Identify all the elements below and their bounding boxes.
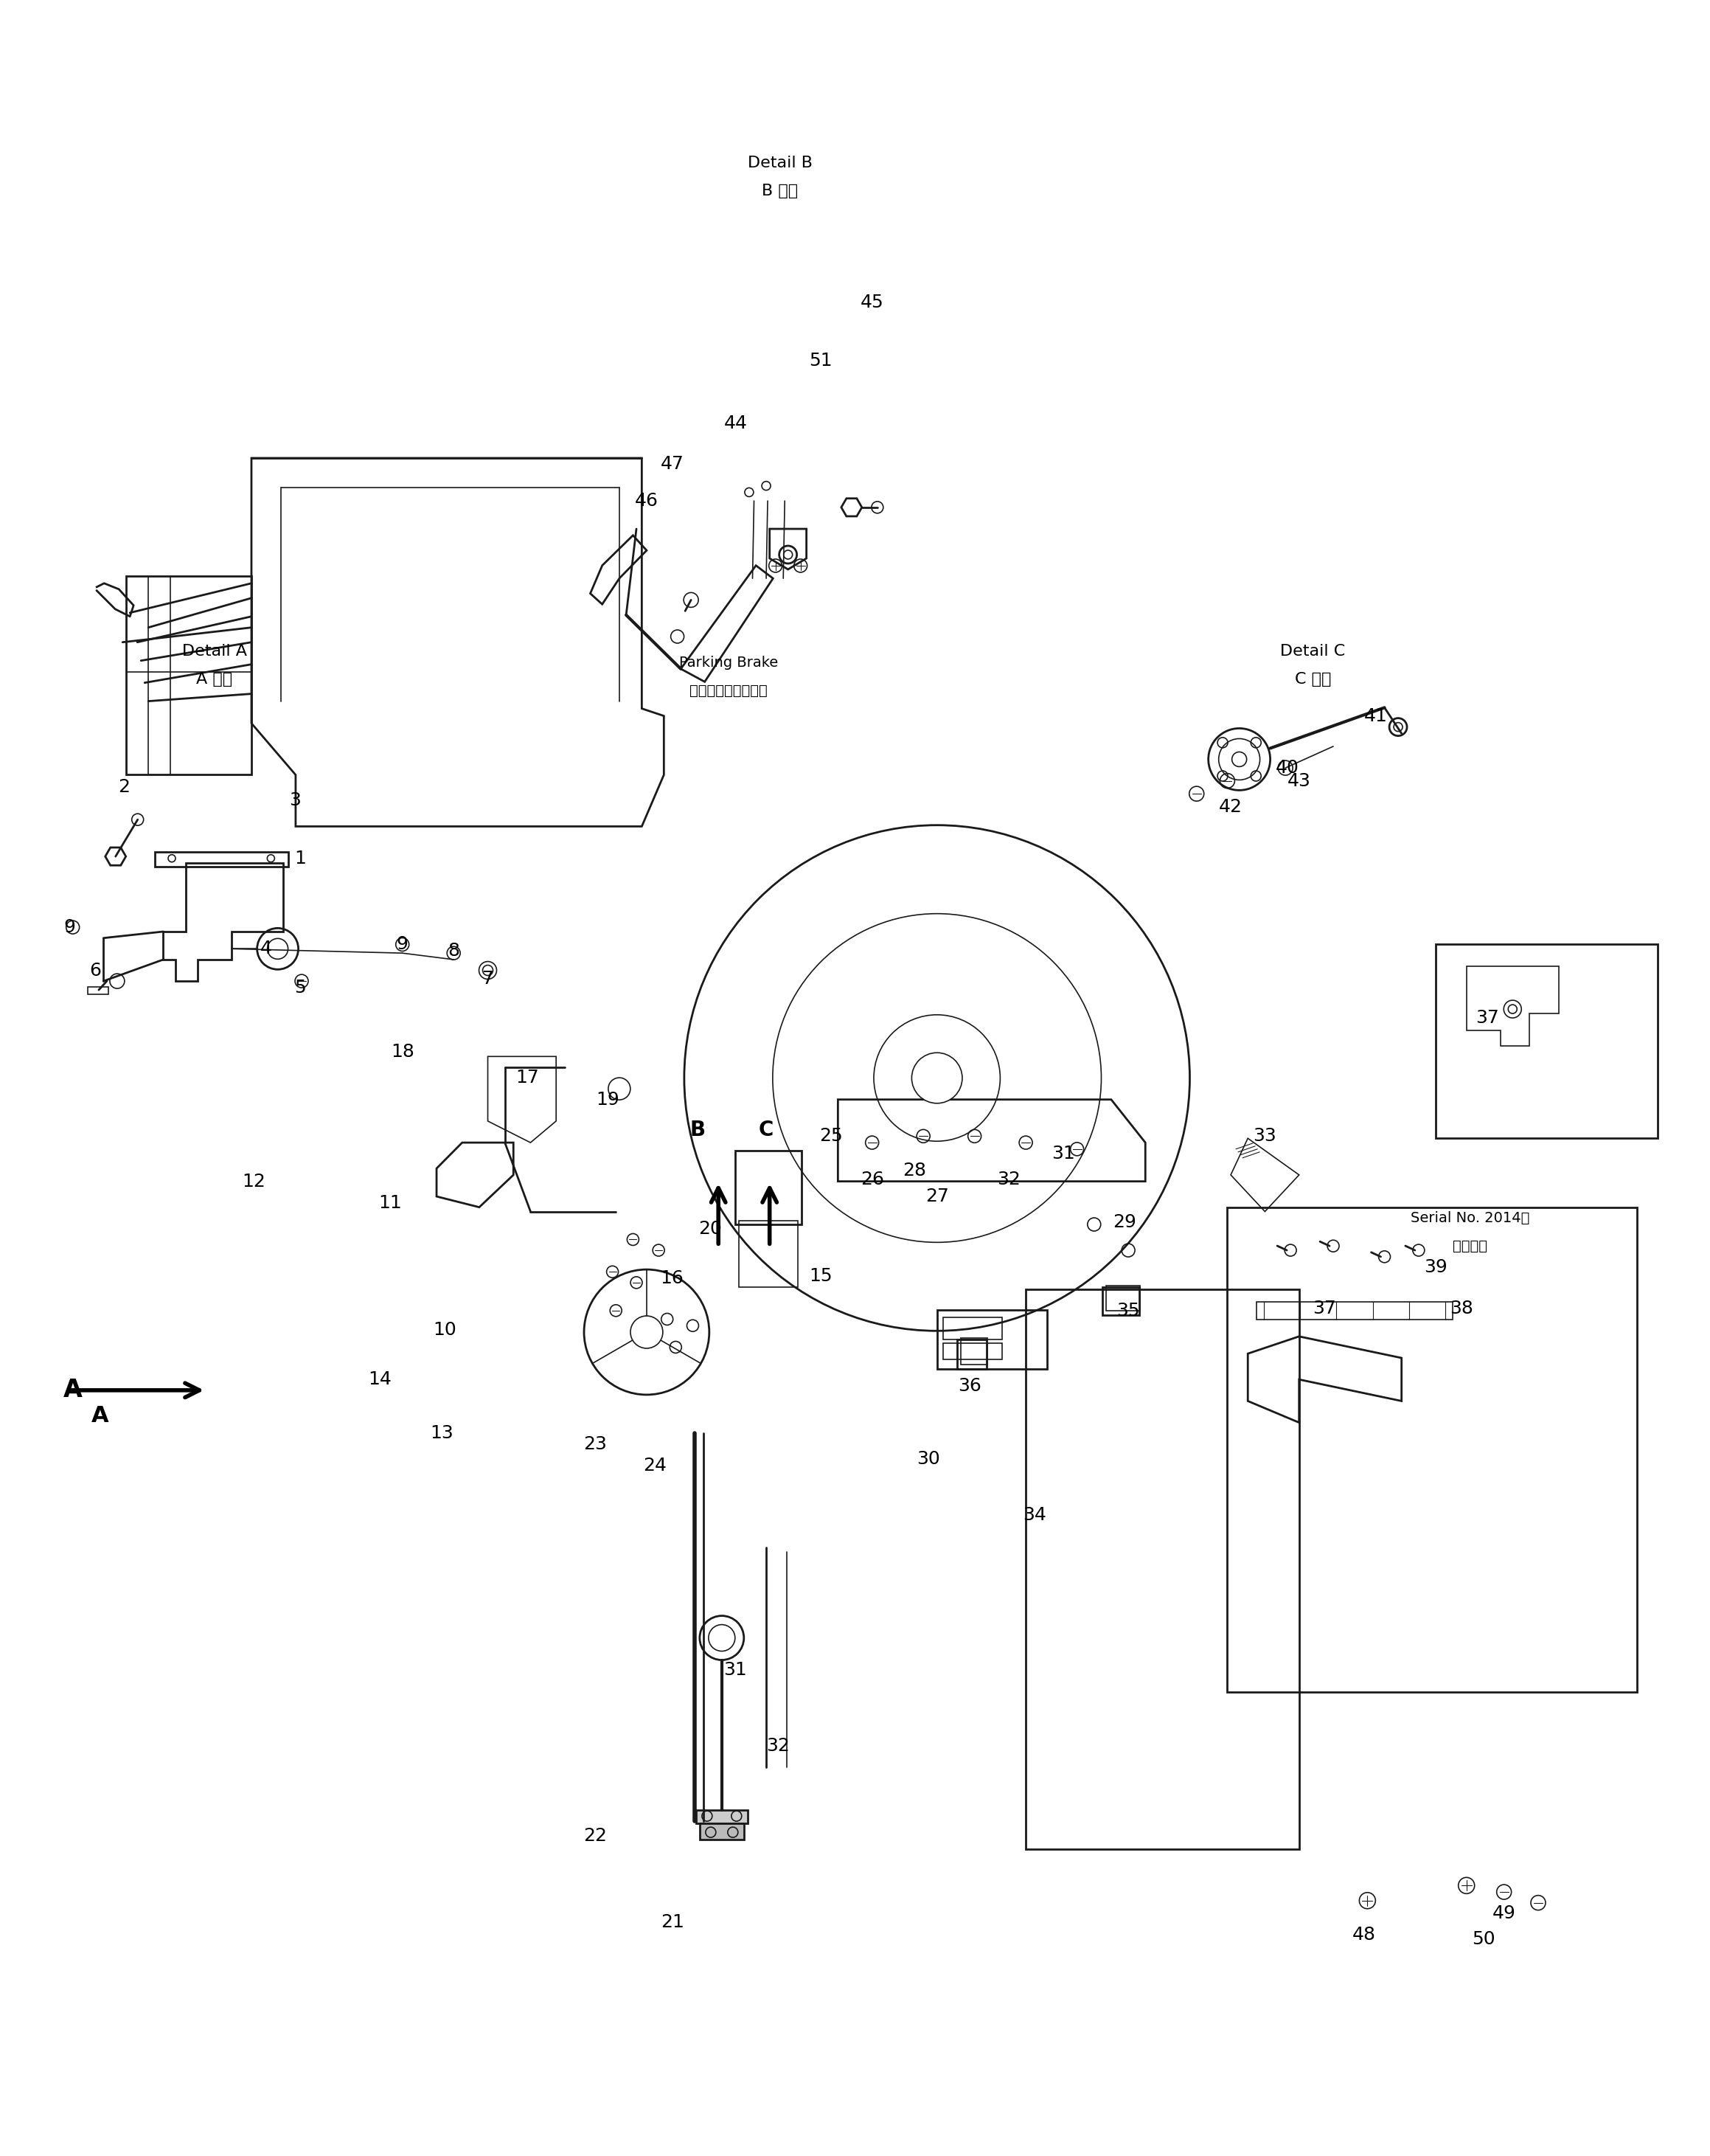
Text: Parking Brake: Parking Brake [679,655,778,668]
Text: Detail B: Detail B [747,155,812,170]
Text: 8: 8 [448,942,460,959]
Text: 29: 29 [1113,1214,1137,1231]
Text: 17: 17 [515,1069,539,1087]
Bar [735,1151,802,1225]
Bar [961,1339,987,1365]
Text: 20: 20 [698,1220,722,1238]
Text: 43: 43 [1288,772,1312,789]
Text: 49: 49 [1493,1904,1515,1923]
Text: 42: 42 [1219,798,1243,815]
Text: 27: 27 [925,1188,949,1205]
Text: 28: 28 [903,1162,927,1179]
Text: 26: 26 [860,1171,884,1188]
Text: 19: 19 [595,1091,619,1108]
Text: A: A [63,1378,82,1401]
Bar [1436,944,1657,1138]
Text: 適用号機: 適用号機 [1452,1240,1488,1253]
Bar [87,987,108,994]
Bar [1228,1207,1636,1692]
Text: 1: 1 [294,849,306,867]
Text: 23: 23 [583,1436,607,1453]
Text: 25: 25 [819,1128,843,1145]
Text: 22: 22 [583,1826,607,1846]
Text: 5: 5 [294,979,306,996]
Text: Detail C: Detail C [1281,645,1346,660]
Text: B: B [691,1119,706,1141]
Bar [958,1339,987,1369]
Text: 32: 32 [766,1738,790,1755]
Bar [1257,1302,1454,1319]
Text: 15: 15 [809,1268,833,1285]
Text: Detail A: Detail A [181,645,246,660]
Text: 16: 16 [660,1270,684,1287]
Text: C 詳細: C 詳細 [1294,673,1330,688]
Text: 4: 4 [260,940,272,957]
Bar [942,1343,1002,1358]
Text: B 詳細: B 詳細 [761,183,799,198]
Bar [937,1311,1048,1369]
Text: 10: 10 [433,1322,457,1339]
Bar [1106,1285,1141,1311]
Text: 30: 30 [917,1451,941,1468]
Text: 51: 51 [809,351,833,371]
Text: 50: 50 [1472,1930,1495,1949]
Text: 31: 31 [1052,1145,1076,1162]
Text: 24: 24 [643,1457,667,1475]
Text: 9: 9 [397,936,409,953]
Text: A: A [91,1406,109,1427]
Text: 37: 37 [1476,1009,1498,1026]
Text: 9: 9 [63,918,75,936]
Bar [739,1220,799,1287]
Text: 31: 31 [723,1662,747,1680]
Text: 11: 11 [378,1194,402,1212]
Text: 39: 39 [1424,1259,1447,1276]
Text: 46: 46 [634,492,658,509]
Text: 37: 37 [1313,1300,1337,1317]
Text: C: C [759,1119,773,1141]
Bar [699,1824,744,1839]
Text: 33: 33 [1253,1128,1277,1145]
Text: 12: 12 [243,1173,265,1190]
Circle shape [911,1052,963,1104]
Text: 13: 13 [429,1425,453,1442]
Text: 38: 38 [1450,1300,1472,1317]
Bar [942,1317,1002,1339]
Text: 41: 41 [1365,707,1389,724]
Bar [1103,1287,1139,1315]
Text: 32: 32 [997,1171,1021,1188]
Text: 6: 6 [89,962,101,979]
Text: A 詳細: A 詳細 [197,673,233,688]
Text: 3: 3 [289,791,301,808]
Text: 44: 44 [723,414,747,431]
Bar [696,1811,747,1824]
Text: 48: 48 [1353,1925,1377,1945]
Text: 45: 45 [860,293,884,313]
Text: 34: 34 [1023,1507,1047,1524]
Text: 2: 2 [118,778,130,796]
Text: パーキングブレーキ: パーキングブレーキ [689,683,768,696]
Text: 7: 7 [482,970,494,987]
Text: 47: 47 [660,455,684,472]
Text: 18: 18 [390,1044,414,1061]
Text: Serial No. 2014～: Serial No. 2014～ [1411,1212,1529,1225]
Text: 40: 40 [1276,759,1300,776]
Text: 35: 35 [1117,1302,1141,1319]
Text: 36: 36 [958,1378,982,1395]
Text: 14: 14 [368,1371,392,1388]
Text: 21: 21 [660,1912,684,1932]
